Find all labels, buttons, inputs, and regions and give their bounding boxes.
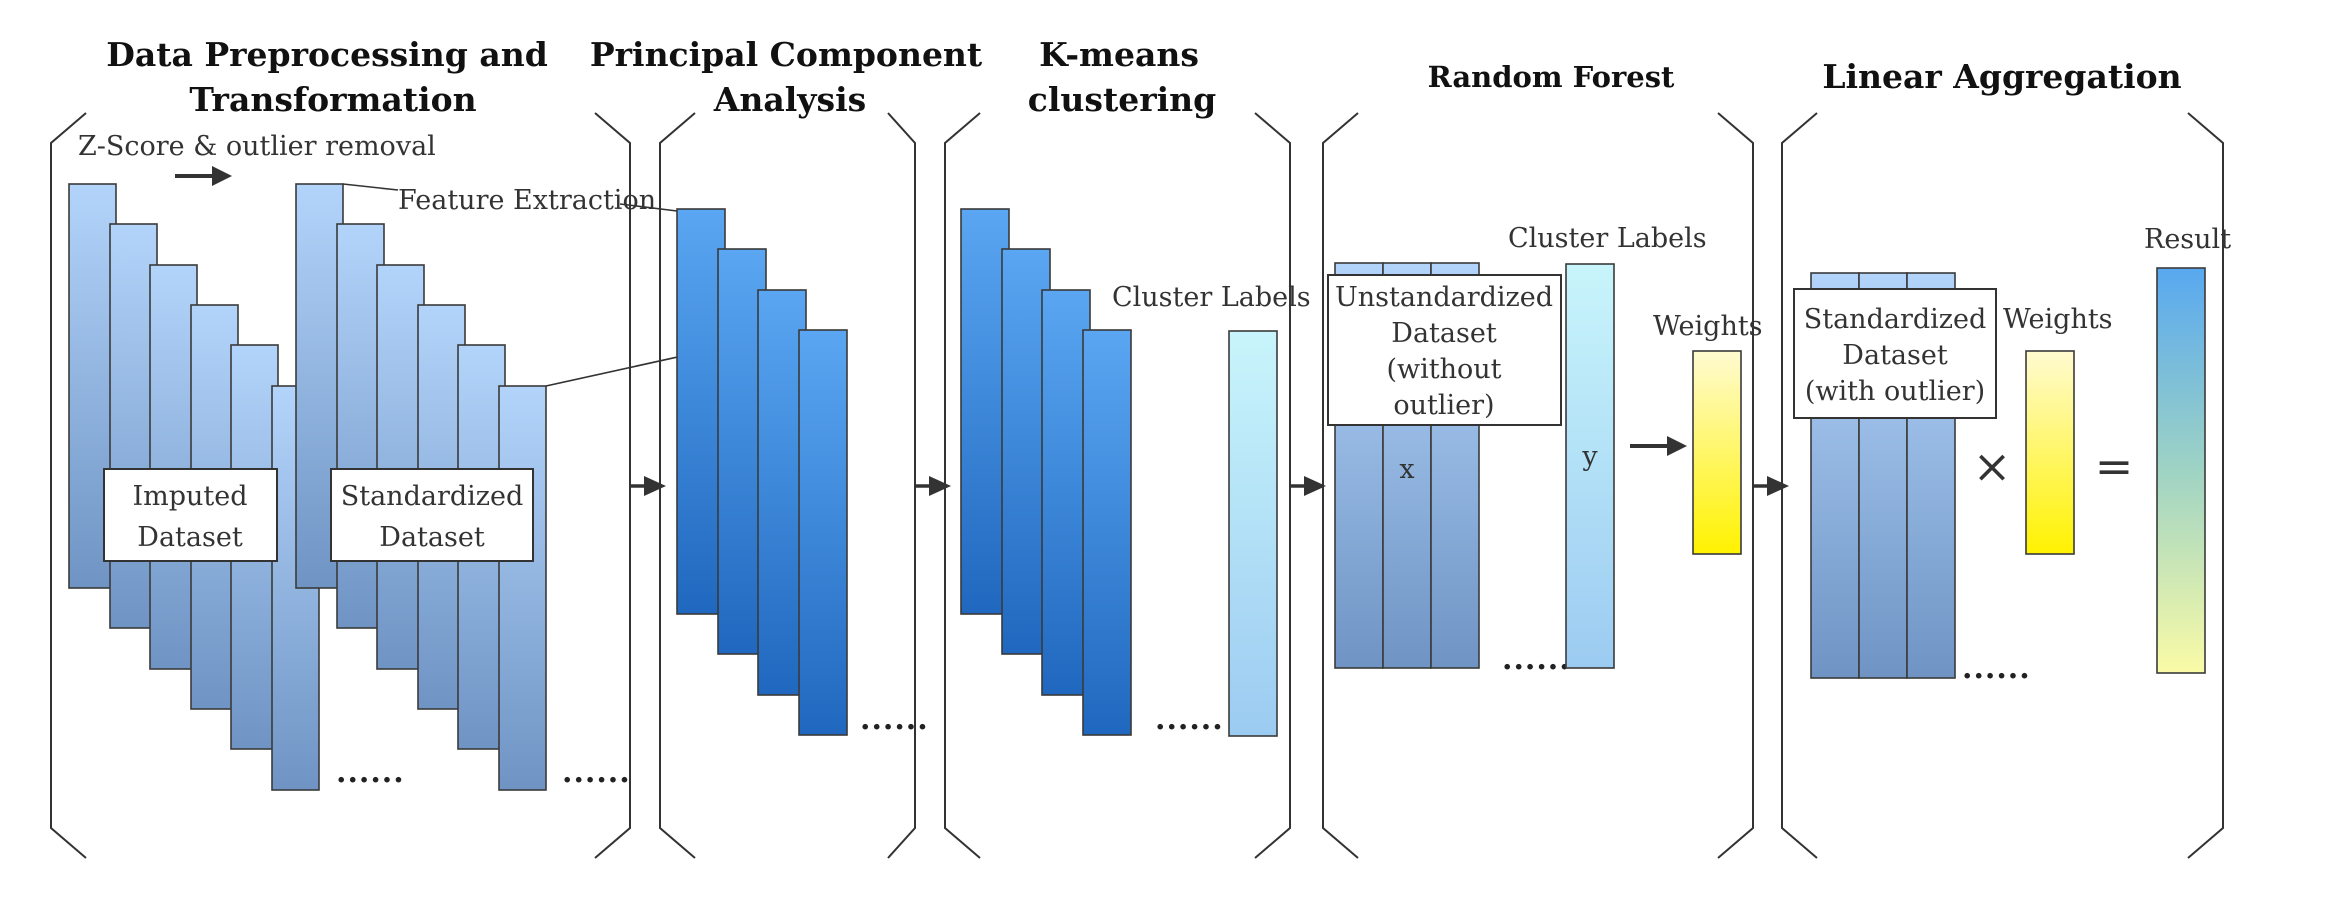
title-line: Transformation (189, 80, 476, 119)
label-line: (with outlier) (1805, 376, 1985, 407)
label-box (103, 468, 278, 562)
frame-right-bracket (1717, 112, 1754, 859)
section-title-preprocessing: Data Preprocessing and Transformation (106, 35, 548, 119)
weights-bar (1692, 350, 1742, 555)
title-line: Principal Component (590, 35, 983, 74)
pca-component-stack (676, 208, 848, 736)
ellipsis: ...... (1155, 702, 1224, 737)
section-title-pca: Principal Component Analysis (590, 35, 983, 119)
arrow-right-icon (916, 476, 951, 496)
unstandardized-dataset-label-box: Unstandardized Dataset (without outlier) (1327, 274, 1562, 426)
ellipsis: ...... (1502, 642, 1571, 677)
title-line: clustering (1028, 80, 1216, 119)
section-title-kmeans: K-means clustering (1028, 35, 1216, 119)
label-line: Dataset (1391, 318, 1497, 349)
label-line: Standardized (341, 481, 524, 512)
ellipsis: ...... (562, 755, 631, 790)
cluster-labels-label: Cluster Labels (1112, 282, 1311, 313)
to-weights-arrow (1630, 436, 1687, 456)
multiply-symbol: × (1973, 439, 2012, 493)
component-bar (960, 208, 1010, 615)
arrow-right-icon (1291, 476, 1326, 496)
component-bar (798, 329, 848, 736)
component-bar (757, 289, 807, 696)
label-line: Unstandardized (1335, 282, 1553, 313)
title-line: K-means (1039, 35, 1199, 74)
cluster-labels-rf-label: Cluster Labels (1508, 223, 1707, 254)
frame-left-bracket (50, 112, 87, 859)
label-line: Standardized (1804, 304, 1987, 335)
arrow-right-icon (631, 476, 666, 496)
result-bar (2156, 267, 2206, 674)
label-line: Dataset (1842, 340, 1948, 371)
cluster-labels-bar (1228, 330, 1278, 737)
ellipsis: ...... (860, 702, 929, 737)
weights-agg-label: Weights (2003, 304, 2113, 335)
section-transition-arrows (631, 476, 1789, 496)
zscore-arrow (175, 166, 232, 186)
frame-right-bracket (1254, 112, 1291, 859)
x-label: x (1399, 454, 1414, 485)
title-line: Linear Aggregation (1822, 57, 2181, 96)
frame-right-bracket (594, 112, 631, 859)
component-bar (1082, 329, 1132, 736)
dataset-bar (149, 264, 198, 670)
dataset-bar (376, 264, 425, 670)
label-line: Dataset (379, 522, 485, 553)
label-line: Dataset (137, 522, 243, 553)
weights-bar (2025, 350, 2075, 555)
kmeans-stack (960, 208, 1132, 736)
component-bar (1041, 289, 1091, 696)
section-title-aggregation: Linear Aggregation (1822, 57, 2181, 96)
label-line: Imputed (132, 481, 247, 512)
title-line: Data Preprocessing and (106, 35, 548, 74)
equals-symbol: = (2095, 439, 2134, 493)
component-bar (676, 208, 726, 615)
y-label: y (1581, 441, 1598, 472)
weights-rf-label: Weights (1653, 311, 1763, 342)
standardized-with-outlier-label-box: Standardized Dataset (with outlier) (1793, 288, 1997, 419)
cluster-labels-bar (1565, 263, 1615, 669)
feature-extraction-label: Feature Extraction (398, 185, 656, 216)
label-line: outlier) (1393, 390, 1494, 421)
frame-right-bracket (2187, 112, 2224, 859)
title-line: Random Forest (1428, 60, 1675, 94)
dataset-bar (498, 385, 547, 791)
frame-right-bracket (887, 112, 916, 859)
standardized-dataset-label-box: Standardized Dataset (330, 468, 534, 562)
title-line: Analysis (713, 80, 866, 119)
arrow-right-icon (1754, 476, 1789, 496)
zscore-label: Z-Score & outlier removal (78, 131, 436, 162)
result-label: Result (2144, 224, 2231, 255)
label-line: (without (1386, 354, 1501, 385)
section-title-random-forest: Random Forest (1428, 60, 1675, 94)
ellipsis: ...... (336, 755, 405, 790)
imputed-dataset-label-box: Imputed Dataset (103, 468, 278, 562)
label-box (1327, 274, 1562, 426)
label-box (1793, 288, 1997, 419)
label-box (330, 468, 534, 562)
ellipsis: ...... (1962, 651, 2031, 686)
